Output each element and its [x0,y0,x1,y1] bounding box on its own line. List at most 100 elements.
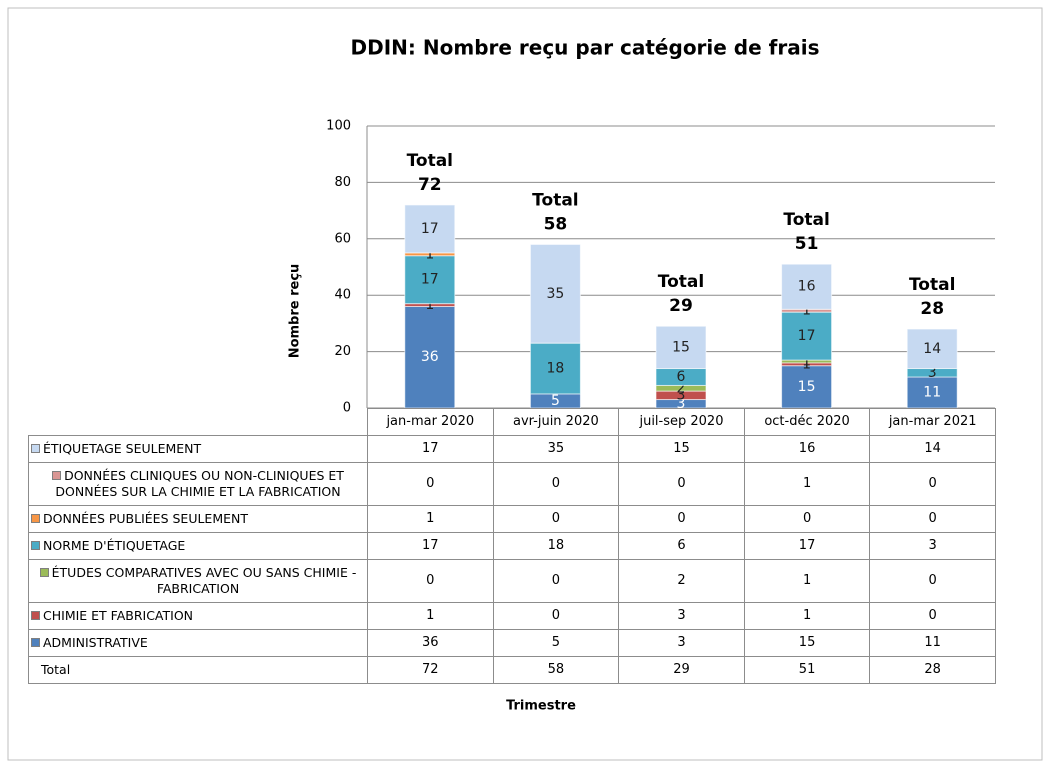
bar-segment [781,311,833,361]
total-label: Total [783,210,829,230]
x-axis-title: Trimestre [506,699,576,714]
chart-border [7,7,1043,761]
bar-segment [529,342,581,395]
legend-label: ADMINISTRATIVE [43,635,148,650]
total-label: Total [909,275,955,295]
table-row: CHIMIE ET FABRICATION 1 0 3 1 0 [28,602,996,630]
table-cell: 0 [492,462,620,506]
y-tick-label: 80 [334,175,351,190]
y-axis-title: Nombre reçu [288,264,303,359]
data-label: 1 [425,297,434,313]
table-row: ÉTUDES COMPARATIVES AVEC OU SANS CHIMIE … [28,559,996,603]
data-label: 1 [802,356,811,372]
data-label: 18 [546,361,564,377]
table-row: DONNÉES CLINIQUES OU NON-CLINIQUES ET DO… [28,462,996,506]
total-label: Total [658,272,704,292]
data-label: 1 [425,246,434,262]
table-cell: 0 [618,505,745,533]
table-cell: 35 [492,435,620,463]
total-header: Total [28,656,368,684]
legend-swatch [39,568,49,577]
data-table: jan-mar 2020 avr-juin 2020 juil-sep 2020 oc… [28,408,996,684]
table-cell: 0 [743,505,871,533]
table-cell: 1 [367,505,494,533]
data-label: 5 [551,393,560,409]
table-row: ÉTIQUETAGE SEULEMENT 17 35 15 16 14 [28,435,996,463]
legend-entry: ADMINISTRATIVE [28,629,368,657]
bar-segment [655,325,707,370]
y-tick-label: 0 [343,401,351,416]
table-cell: 3 [869,532,996,560]
legend-swatch [52,471,62,480]
table-cell: 29 [618,656,745,684]
bar-segment [404,305,456,409]
x-tick-label: jan-mar 2020 [367,408,494,436]
y-tick-label: 20 [334,344,351,359]
legend-label: CHIMIE ET FABRICATION [43,608,194,623]
bar-segment [404,255,456,305]
data-label: 3 [677,396,686,412]
table-cell: 17 [367,532,494,560]
table-cell: 17 [743,532,871,560]
total-value: 28 [920,299,944,319]
table-cell: 51 [743,656,871,684]
legend-label: ÉTUDES COMPARATIVES AVEC OU SANS CHIMIE … [51,565,357,596]
data-label: 15 [672,339,690,355]
chart-title: DDIN: Nombre reçu par catégorie de frais [351,36,820,60]
y-tick-label: 100 [326,119,351,134]
table-row: ADMINISTRATIVE 36 5 3 15 11 [28,629,996,657]
legend-entry: DONNÉES PUBLIÉES SEULEMENT [28,505,368,533]
x-tick-label: oct-déc 2020 [743,408,871,436]
legend-swatch [31,444,40,453]
table-cell: 11 [869,629,996,657]
legend-entry: DONNÉES CLINIQUES OU NON-CLINIQUES ET DO… [28,462,368,506]
table-cell: 0 [869,505,996,533]
table-cell: 0 [869,602,996,630]
header-row: jan-mar 2020 avr-juin 2020 juil-sep 2020 oc… [29,408,996,436]
legend-swatch [31,611,40,620]
table-cell: 72 [367,656,494,684]
table-cell: 17 [367,435,494,463]
table-cell: 3 [618,602,745,630]
legend-label: DONNÉES PUBLIÉES SEULEMENT [43,511,248,526]
legend-entry: NORME D'ÉTIQUETAGE [28,532,368,560]
data-label: 17 [798,328,816,344]
table-cell: 0 [492,602,620,630]
table-cell: 58 [492,656,620,684]
data-label: 3 [677,387,686,403]
data-label: 2 [677,380,686,396]
table-cell: 36 [367,629,494,657]
data-label: 14 [923,341,941,357]
total-value: 58 [544,214,568,234]
x-tick-label: juil-sep 2020 [618,408,745,436]
legend-label: NORME D'ÉTIQUETAGE [43,538,186,553]
table-row: NORME D'ÉTIQUETAGE 17 18 6 17 3 [28,532,996,560]
legend-entry: CHIMIE ET FABRICATION [28,602,368,630]
bar-segment [906,376,958,409]
data-label: 17 [421,221,439,237]
table-cell: 0 [492,559,620,603]
total-row: Total 72 58 29 51 28 [28,656,996,684]
table-cell: 1 [743,602,871,630]
data-label: 35 [546,286,564,302]
corner [29,409,368,436]
table-cell: 0 [492,505,620,533]
total-label: Total [532,190,578,210]
table-cell: 15 [618,435,745,463]
table-cell: 0 [367,462,494,506]
table-cell: 18 [492,532,620,560]
data-label: 1 [802,303,811,319]
bar-segment [404,204,456,254]
table-cell: 3 [618,629,745,657]
data-label: 15 [798,379,816,395]
legend-label: DONNÉES CLINIQUES OU NON-CLINIQUES ET DO… [55,468,344,499]
legend-entry: ÉTIQUETAGE SEULEMENT [28,435,368,463]
table-cell: 15 [743,629,871,657]
legend-label: ÉTIQUETAGE SEULEMENT [43,441,202,456]
data-label: 17 [421,272,439,288]
total-label: Total [407,151,453,171]
table-cell: 1 [743,462,871,506]
legend-swatch [31,541,40,550]
